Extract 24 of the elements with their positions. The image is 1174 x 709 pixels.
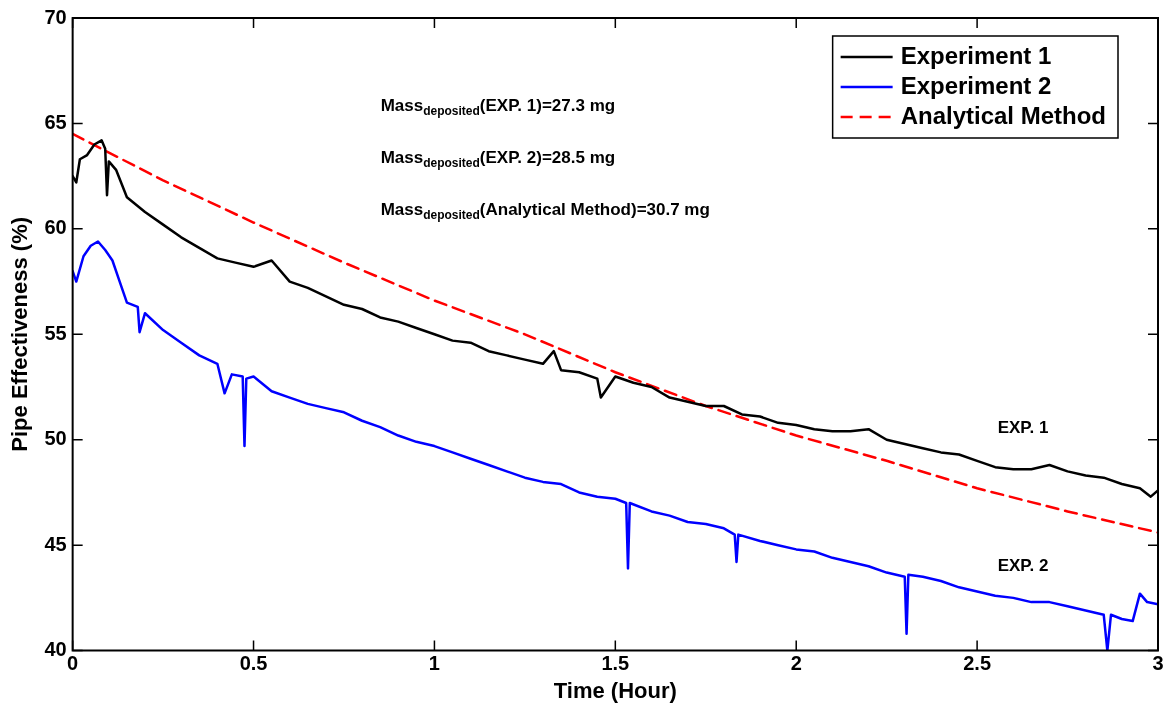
x-tick-label: 0.5 xyxy=(239,652,268,675)
x-tick-label: 0 xyxy=(67,652,79,675)
legend-label: Experiment 1 xyxy=(900,41,1052,69)
y-tick-label: 65 xyxy=(44,110,67,133)
annotation: EXP. 2 xyxy=(997,556,1049,576)
y-tick-label: 40 xyxy=(44,638,67,661)
x-tick-label: 2.5 xyxy=(963,652,992,675)
x-tick-label: 3 xyxy=(1152,652,1164,675)
x-tick-label: 2 xyxy=(790,652,802,675)
annotation: Mass$_{deposited}$(EXP. 1)=27.3 mg xyxy=(380,96,616,119)
y-tick-label: 70 xyxy=(44,5,67,28)
x-tick-label: 1.5 xyxy=(601,652,630,675)
annotation: Mass$_{deposited}$(EXP. 2)=28.5 mg xyxy=(380,148,616,171)
x-tick-label: 1 xyxy=(428,652,440,675)
y-tick-label: 50 xyxy=(44,427,67,450)
y-tick-label: 45 xyxy=(44,532,67,555)
y-tick-label: 55 xyxy=(44,321,67,344)
y-axis-title: Pipe Effectiveness (%) xyxy=(7,216,33,452)
legend-label: Experiment 2 xyxy=(900,71,1052,99)
legend-label: Analytical Method xyxy=(900,101,1106,129)
annotation: Mass$_{deposited}$(Analytical Method)=30.7 mg xyxy=(380,200,710,223)
annotation: EXP. 1 xyxy=(997,418,1049,438)
y-tick-label: 60 xyxy=(44,216,67,239)
x-axis-title: Time (Hour) xyxy=(553,677,677,703)
